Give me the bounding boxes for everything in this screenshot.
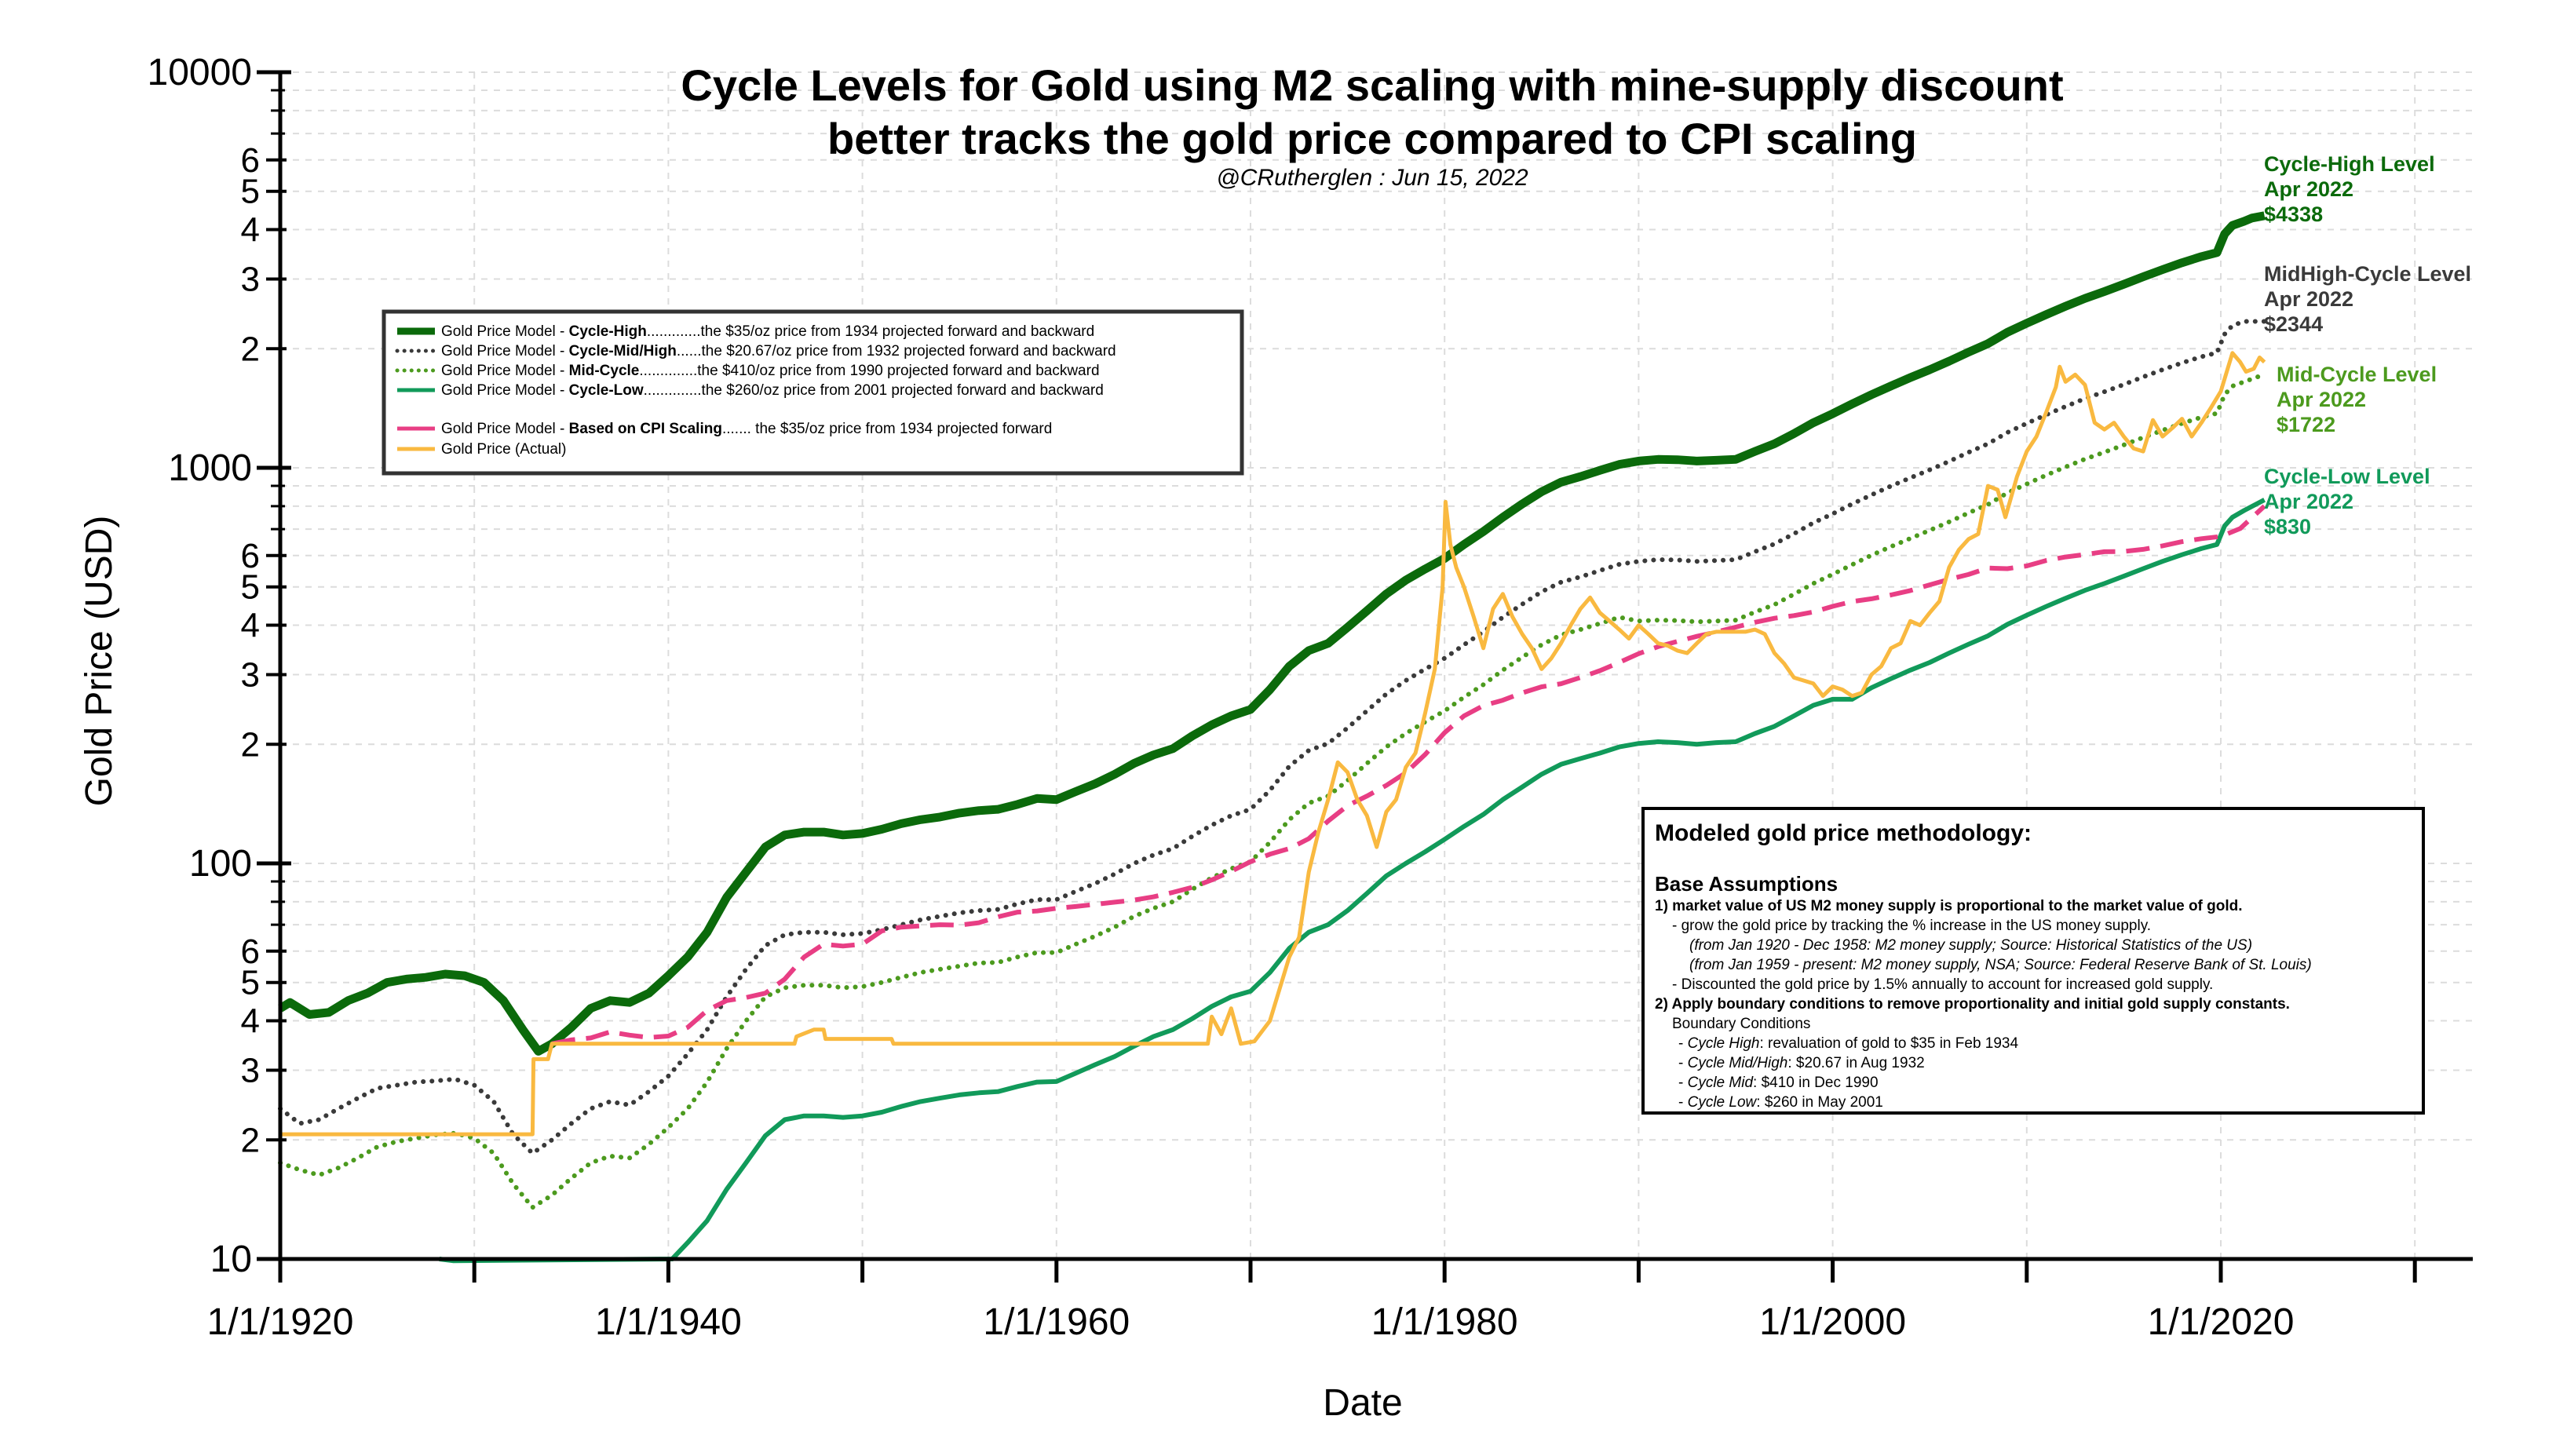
methodology-frame [1641,807,2425,1115]
series-line-cycle-low [439,498,2266,1264]
methodology-line: - Discounted the gold price by 1.5% annu… [1672,976,2213,993]
y-minor-tick-label: 6 [241,537,260,575]
y-minor-tick-label: 4 [241,607,260,645]
x-tick-label: 1/1/1940 [595,1301,742,1343]
end-label-text: $4338 [2264,203,2323,226]
y-minor-tick-label: 3 [241,656,260,695]
legend-entry: Gold Price Model - Based on CPI Scaling.… [441,421,1052,437]
series-line-cycle-high [278,211,2266,1056]
methodology-line: 1) market value of US M2 money supply is… [1655,898,2243,914]
x-tick-label: 1/1/1980 [1371,1301,1518,1343]
methodology-line: Boundary Conditions [1672,1016,1810,1032]
y-tick-label: 10000 [148,52,252,93]
methodology-heading: Modeled gold price methodology: [1655,820,2032,846]
y-minor-tick-label: 3 [241,1052,260,1090]
chart-title-line2: better tracks the gold price compared to… [827,114,1917,163]
y-minor-tick-label: 6 [241,932,260,971]
end-label-text: Apr 2022 [2264,177,2353,201]
end-label-text: Cycle-High Level [2264,152,2435,176]
end-label-text: $1722 [2277,413,2335,436]
methodology-section: Base Assumptions [1655,872,1838,896]
end-label-text: $830 [2264,515,2311,538]
y-minor-tick-label: 5 [241,173,260,211]
x-tick-label: 1/1/2000 [1759,1301,1906,1343]
axes: 1/1/1920 1/1/1940 1/1/1960 1/1/1980 1/1/2000… [148,52,2473,1343]
x-tick-label: 1/1/2020 [2148,1301,2295,1343]
legend-entry: Gold Price Model - Mid-Cycle............… [441,363,1100,379]
y-minor-tick-label: 2 [241,1121,260,1159]
series-line-cycle-mid-high [278,319,2267,1156]
legend-entry: Gold Price Model - Cycle-Low............… [441,382,1104,399]
methodology-line: - grow the gold price by tracking the % … [1672,918,2151,934]
end-label-text: Cycle-Low Level [2264,465,2430,488]
y-minor-tick-label: 5 [241,568,260,607]
methodology-line: - Cycle Low: $260 in May 2001 [1678,1094,1883,1111]
legend: Gold Price Model - Cycle-High...........… [382,309,1244,476]
y-tick-label: 10 [210,1239,252,1280]
methodology-line: - Cycle High: revaluation of gold to $35… [1678,1035,2018,1052]
y-minor-tick-label: 6 [241,141,260,180]
legend-entry: Gold Price Model - Cycle-Mid/High......t… [441,343,1116,359]
x-tick-label: 1/1/1960 [983,1301,1130,1343]
end-label-text: Apr 2022 [2264,287,2353,311]
y-minor-tick-label: 2 [241,725,260,764]
methodology-line: - Cycle Mid/High: $20.67 in Aug 1932 [1678,1055,1925,1071]
end-label-text: Apr 2022 [2264,490,2353,513]
y-minor-tick-label: 5 [241,964,260,1002]
series-line-mid-cycle [278,372,2267,1210]
series-lines [278,211,2267,1264]
methodology-line: - Cycle Mid: $410 in Dec 1990 [1678,1075,1879,1091]
y-tick-label: 1000 [168,447,252,489]
end-label-text: $2344 [2264,312,2323,336]
chart-subtitle: @CRutherglen : Jun 15, 2022 [1216,165,1528,191]
series-line-based-on-cpi-scaling [551,504,2266,1046]
legend-entry: Gold Price Model - Cycle-High...........… [441,323,1094,340]
y-minor-tick-label: 4 [241,1002,260,1041]
methodology-line: (from Jan 1959 - present: M2 money suppl… [1689,957,2312,973]
end-label-text: Apr 2022 [2277,388,2366,411]
x-tick-label: 1/1/1920 [207,1301,354,1343]
chart-title-line1: Cycle Levels for Gold using M2 scaling w… [681,60,2063,110]
legend-box [382,309,1244,476]
series-line-gold-price-actual- [280,351,2266,1137]
y-minor-tick-label: 2 [241,330,260,368]
methodology-line: 2) Apply boundary conditions to remove p… [1655,996,2290,1013]
y-minor-tick-label: 3 [241,261,260,299]
methodology-box: Modeled gold price methodology: Base Assu… [1641,807,2425,1115]
legend-entry: Gold Price (Actual) [441,441,566,458]
methodology-line: (from Jan 1920 - Dec 1958: M2 money supp… [1689,937,2252,954]
y-tick-label: 100 [189,843,252,885]
y-minor-tick-label: 4 [241,211,260,250]
end-label-text: Mid-Cycle Level [2277,363,2437,386]
x-axis-label: Date [1323,1382,1402,1424]
end-label-text: MidHigh-Cycle Level [2264,262,2471,286]
y-axis-label: Gold Price (USD) [79,516,120,807]
